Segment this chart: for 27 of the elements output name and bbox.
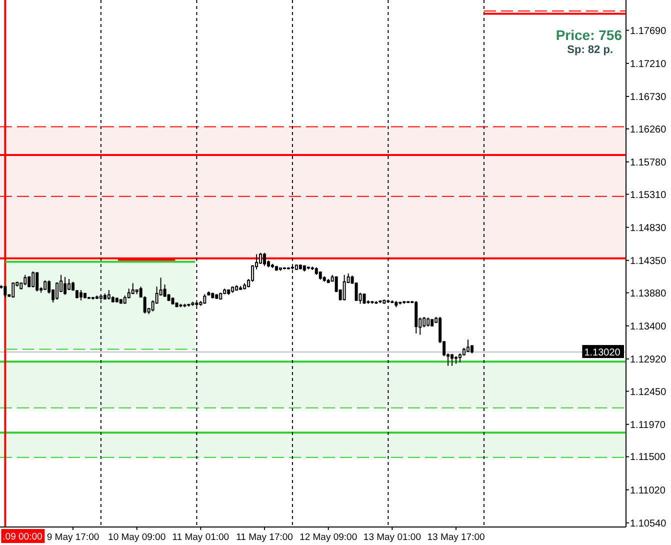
y-tick-label: 1.15780 bbox=[630, 157, 667, 168]
y-tick-label: 1.14830 bbox=[630, 222, 667, 234]
y-tick-label: 1.10540 bbox=[630, 518, 667, 530]
y-tick-label: 1.17210 bbox=[630, 58, 667, 70]
annotation: Price: 756 bbox=[556, 27, 622, 43]
y-tick-label: 1.11020 bbox=[630, 485, 666, 496]
y-tick-label: 1.17690 bbox=[630, 26, 667, 37]
x-tick-label: 11 May 17:00 bbox=[236, 532, 293, 543]
x-tick-label: 13 May 17:00 bbox=[427, 532, 485, 543]
x-tick-label: 11 May 01:00 bbox=[172, 532, 230, 543]
y-tick-label: 1.16730 bbox=[630, 92, 667, 103]
x-tick-label: 13 May 01:00 bbox=[363, 532, 421, 543]
y-tick-label: 1.11500 bbox=[630, 452, 666, 464]
x-tick-label: 9 May 17:00 bbox=[46, 532, 100, 543]
y-tick-label: 1.16260 bbox=[630, 124, 667, 136]
y-tick-label: 1.14350 bbox=[630, 256, 667, 267]
y-tick-label: 1.13400 bbox=[630, 321, 667, 332]
y-tick-label: 1.12920 bbox=[630, 354, 667, 366]
y-tick-label: 1.11970 bbox=[630, 420, 666, 431]
y-tick-label: 1.13880 bbox=[630, 288, 667, 300]
annotation: Sp: 82 p. bbox=[567, 44, 613, 56]
x-tick-label: 10 May 09:00 bbox=[108, 532, 166, 543]
y-tick-label: 1.12450 bbox=[630, 386, 667, 398]
ref-line-label: 1.13020 bbox=[584, 348, 621, 359]
ref-line-label: .09 00:00 bbox=[2, 532, 42, 542]
y-tick-label: 1.15310 bbox=[630, 190, 667, 201]
x-tick-label: 12 May 09:00 bbox=[300, 532, 358, 543]
